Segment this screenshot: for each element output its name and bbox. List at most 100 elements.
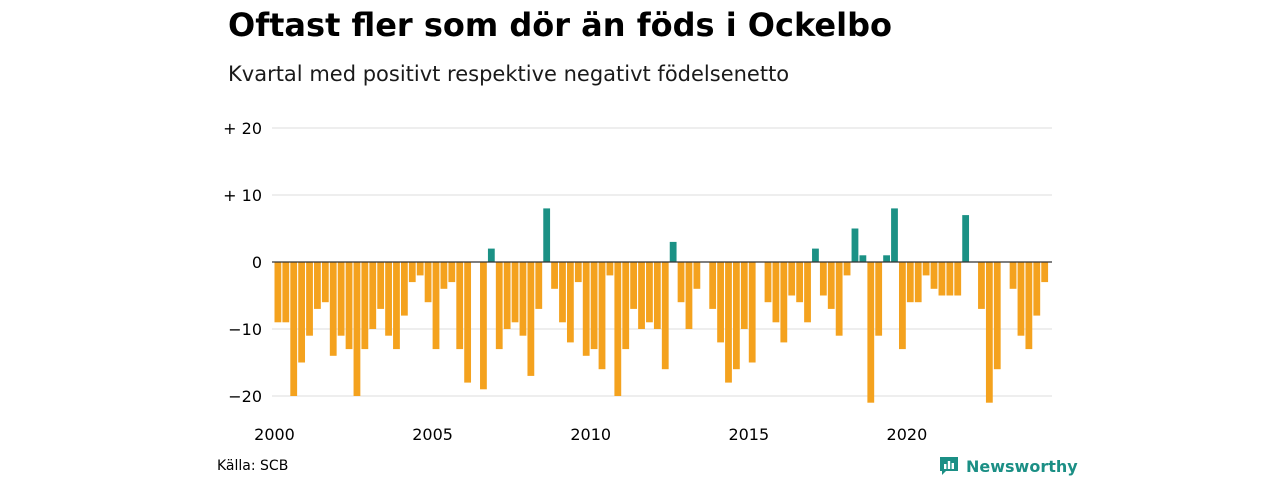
x-tick-label: 2005 (412, 425, 453, 444)
bar-negative (464, 262, 472, 383)
bar-positive (883, 255, 890, 262)
bar-negative (400, 262, 408, 316)
bar-negative (369, 262, 377, 329)
brand-logo: Newsworthy (938, 455, 1078, 477)
bar-negative (796, 262, 804, 303)
bar-negative (345, 262, 353, 350)
bar-negative (638, 262, 645, 329)
bar-negative (946, 262, 954, 296)
bar-negative (1017, 262, 1025, 336)
x-tick-label: 2020 (887, 425, 928, 444)
bar-negative (788, 262, 796, 296)
y-tick-label: 0 (252, 253, 262, 272)
bar-negative (1009, 262, 1017, 289)
x-tick-label: 2015 (728, 425, 769, 444)
bar-negative (772, 262, 780, 323)
bar-negative (732, 262, 740, 370)
bar-negative (282, 262, 290, 323)
bar-negative (503, 262, 511, 329)
bar-negative (985, 262, 993, 403)
bar-positive (859, 255, 867, 262)
bar-negative (314, 262, 321, 309)
bar-positive (891, 208, 898, 262)
bar-negative (574, 262, 582, 283)
bar-negative (353, 262, 361, 396)
source-label: Källa: SCB (217, 458, 289, 474)
bar-negative (337, 262, 345, 336)
bar-negative (566, 262, 574, 343)
bar-negative (527, 262, 535, 376)
brand-name: Newsworthy (966, 456, 1078, 476)
bar-negative (843, 262, 851, 276)
bar-negative (717, 262, 724, 343)
bar-negative (954, 262, 962, 296)
newsworthy-logo-icon (940, 457, 958, 475)
bar-negative (306, 262, 313, 336)
bar-negative (1025, 262, 1033, 350)
y-tick-label: −20 (228, 387, 262, 406)
x-tick-label: 2000 (254, 425, 295, 444)
bar-negative (804, 262, 811, 323)
bar-positive (851, 228, 859, 262)
bar-negative (321, 262, 329, 303)
bar-negative (408, 262, 416, 283)
bar-negative (456, 262, 464, 350)
chart-subtitle: Kvartal med positivt respektive negativt… (228, 62, 790, 86)
bar-positive (669, 241, 677, 262)
bar-negative (1033, 262, 1041, 316)
bar-negative (480, 262, 487, 390)
bar-positive (487, 248, 495, 262)
bar-negative (993, 262, 1001, 370)
bar-negative (630, 262, 638, 309)
x-axis-ticks: 2000 2005 2010 2015 2020 (254, 425, 927, 444)
bar-negative (606, 262, 614, 276)
bar-negative (930, 262, 938, 289)
bar-negative (867, 262, 875, 403)
bar-negative (978, 262, 985, 309)
bar-negative (559, 262, 566, 323)
bar-negative (511, 262, 519, 323)
bar-negative (914, 262, 922, 303)
bar-negative (598, 262, 606, 370)
y-tick-label: −10 (228, 320, 262, 339)
bar-negative (551, 262, 558, 289)
bar-negative (764, 262, 772, 303)
bar-negative (709, 262, 717, 309)
bar-negative (274, 262, 282, 323)
bar-negative (748, 262, 756, 363)
bar-negative (835, 262, 843, 336)
bar-negative (1041, 262, 1049, 283)
bar-negative (385, 262, 392, 336)
bar-negative (290, 262, 298, 396)
bar-negative (590, 262, 598, 350)
bar-negative (361, 262, 369, 350)
bar-negative (653, 262, 661, 329)
bar-negative (661, 262, 669, 370)
bar-positive (543, 208, 551, 262)
y-axis-ticks: + 20 + 10 0 −10 −20 (223, 119, 262, 406)
bar-negative (448, 262, 456, 283)
bar-negative (875, 262, 883, 336)
bar-negative (906, 262, 914, 303)
bar-negative (780, 262, 788, 343)
bar-negative (298, 262, 306, 363)
bar-negative (535, 262, 543, 309)
y-tick-label: + 10 (223, 186, 262, 205)
bar-negative (424, 262, 432, 303)
bar-positive (962, 215, 970, 262)
bar-negative (740, 262, 748, 329)
bar-negative (646, 262, 653, 323)
bar-negative (495, 262, 503, 350)
bar-negative (440, 262, 448, 289)
bar-negative (899, 262, 906, 350)
bar-negative (582, 262, 590, 356)
bar-negative (416, 262, 424, 276)
bar-negative (685, 262, 693, 329)
bar-negative (393, 262, 400, 350)
y-tick-label: + 20 (223, 119, 262, 138)
bar-negative (827, 262, 835, 309)
bar-negative (622, 262, 630, 350)
bar-negative (693, 262, 701, 289)
x-tick-label: 2010 (570, 425, 611, 444)
